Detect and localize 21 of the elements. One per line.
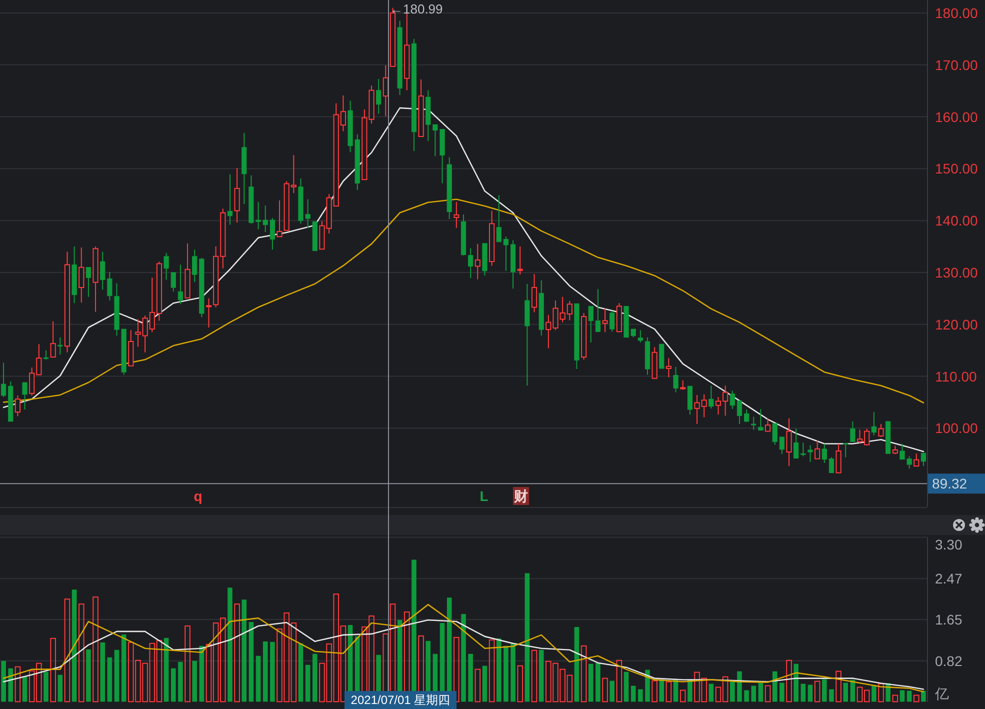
annotation: ←180.99 xyxy=(390,2,443,16)
y-tick-label: 2.47 xyxy=(935,570,962,587)
y-tick-label: 160.00 xyxy=(935,108,978,125)
annotation: 2021/07/01 星期四 xyxy=(350,693,450,707)
ref-line-label: 89.32 xyxy=(932,476,968,492)
y-tick-label: 110.00 xyxy=(935,368,977,384)
y-tick-label: 150.00 xyxy=(935,160,978,177)
text: q xyxy=(194,488,202,504)
y-tick-label: 140.00 xyxy=(935,212,978,229)
y-tick-label: 120.00 xyxy=(935,316,978,332)
y-tick-label: 130.00 xyxy=(935,264,978,280)
text: 财 xyxy=(513,488,528,504)
y-tick-label: 3.30 xyxy=(935,536,962,552)
text: L xyxy=(480,488,489,504)
date-label: 2021/07/01 星期四 xyxy=(344,691,456,709)
y-tick-label: 170.00 xyxy=(935,56,978,73)
y-axis-title: 亿 xyxy=(934,686,949,702)
y-tick-label: 1.65 xyxy=(935,612,962,628)
y-tick-label: 100.00 xyxy=(935,420,978,436)
y-tick-label: 0.82 xyxy=(935,652,962,669)
y-tick-label: 180.00 xyxy=(935,4,978,21)
